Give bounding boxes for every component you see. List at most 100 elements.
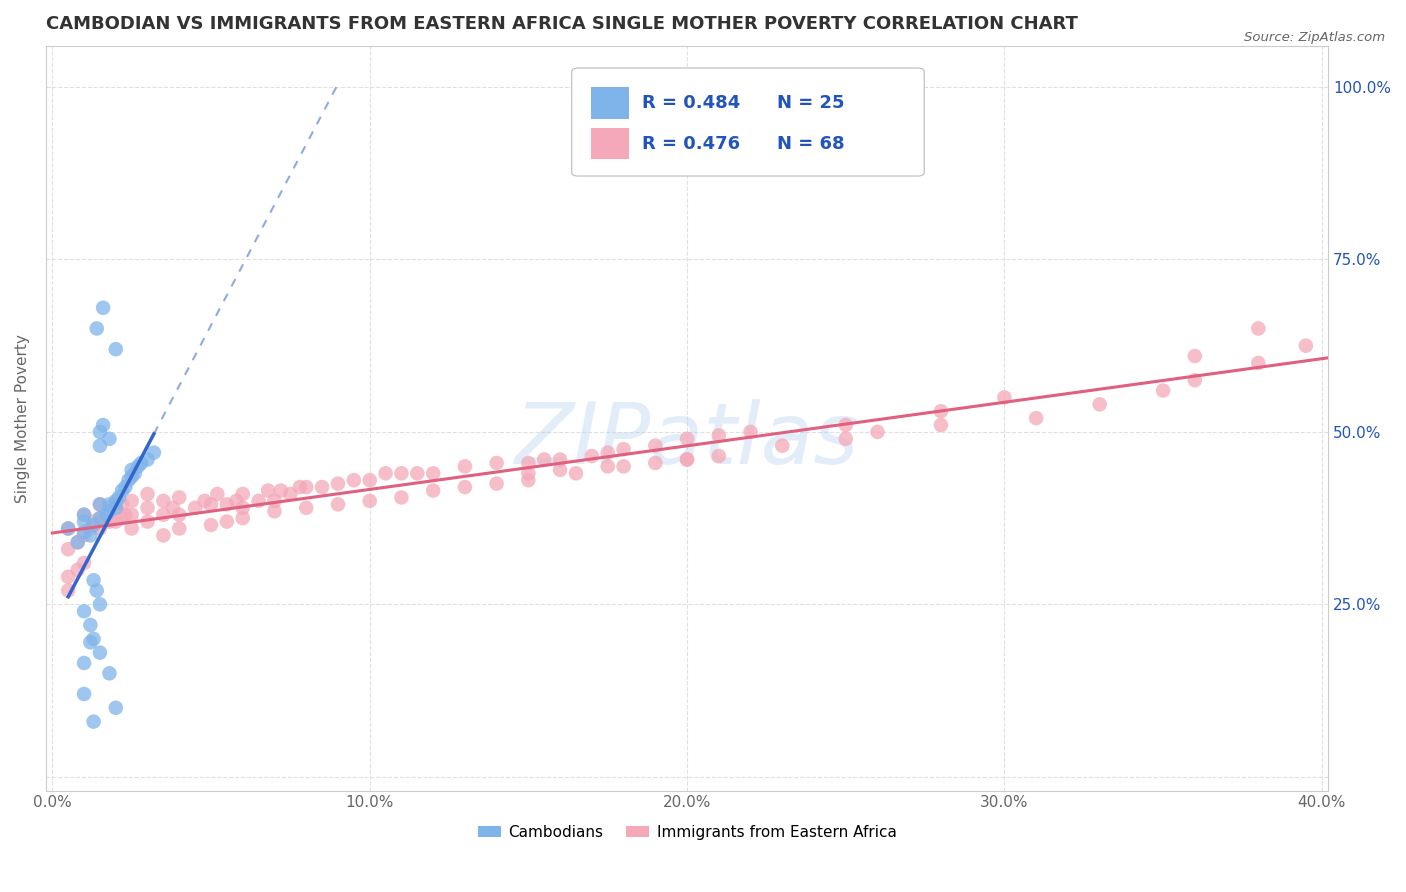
- Point: [56, 521, 79, 535]
- Point: [596, 459, 619, 474]
- Point: [89, 598, 111, 612]
- Point: [169, 521, 191, 535]
- Point: [104, 497, 127, 511]
- Text: ZIPatlas: ZIPatlas: [515, 399, 859, 482]
- Point: [707, 428, 730, 442]
- Point: [104, 500, 127, 515]
- Point: [215, 515, 238, 529]
- Point: [517, 467, 540, 481]
- Point: [136, 515, 159, 529]
- Point: [326, 476, 349, 491]
- Point: [162, 500, 184, 515]
- Point: [770, 439, 793, 453]
- Point: [98, 497, 121, 511]
- Point: [406, 467, 429, 481]
- Point: [613, 459, 636, 474]
- Point: [263, 494, 285, 508]
- Point: [835, 417, 858, 432]
- Point: [79, 618, 101, 632]
- Point: [121, 494, 143, 508]
- Point: [91, 301, 114, 315]
- Text: CAMBODIAN VS IMMIGRANTS FROM EASTERN AFRICA SINGLE MOTHER POVERTY CORRELATION CH: CAMBODIAN VS IMMIGRANTS FROM EASTERN AFR…: [46, 15, 1078, 33]
- Point: [422, 467, 444, 481]
- Point: [1184, 373, 1206, 387]
- Point: [374, 467, 396, 481]
- Text: R = 0.476: R = 0.476: [643, 135, 741, 153]
- Point: [66, 535, 89, 549]
- Point: [707, 449, 730, 463]
- Point: [56, 542, 79, 557]
- Point: [422, 483, 444, 498]
- Point: [866, 425, 889, 439]
- Point: [232, 511, 254, 525]
- Point: [644, 439, 666, 453]
- Point: [73, 524, 96, 539]
- Point: [676, 432, 699, 446]
- Point: [89, 497, 111, 511]
- Point: [184, 500, 207, 515]
- Point: [485, 456, 508, 470]
- Text: R = 0.484: R = 0.484: [643, 94, 741, 112]
- Point: [129, 456, 152, 470]
- Bar: [591, 87, 630, 119]
- Point: [152, 528, 174, 542]
- Point: [104, 701, 127, 715]
- Point: [232, 487, 254, 501]
- Point: [200, 497, 222, 511]
- Point: [98, 515, 121, 529]
- Point: [89, 521, 111, 535]
- Point: [517, 456, 540, 470]
- Point: [117, 473, 139, 487]
- Point: [613, 442, 636, 457]
- Point: [56, 521, 79, 535]
- Point: [835, 432, 858, 446]
- Point: [152, 494, 174, 508]
- Point: [1295, 339, 1317, 353]
- Point: [215, 497, 238, 511]
- Point: [548, 452, 571, 467]
- Point: [73, 687, 96, 701]
- Point: [73, 656, 96, 670]
- Point: [83, 515, 105, 529]
- Point: [391, 491, 413, 505]
- Point: [96, 508, 118, 522]
- Point: [1247, 321, 1270, 335]
- Point: [485, 476, 508, 491]
- Point: [169, 508, 191, 522]
- Point: [73, 556, 96, 570]
- Point: [104, 515, 127, 529]
- Point: [295, 500, 318, 515]
- Point: [83, 632, 105, 646]
- Point: [56, 570, 79, 584]
- Point: [89, 511, 111, 525]
- Point: [142, 445, 165, 459]
- Point: [121, 469, 143, 483]
- Point: [89, 646, 111, 660]
- Point: [56, 583, 79, 598]
- Point: [111, 497, 134, 511]
- Point: [1247, 356, 1270, 370]
- Point: [391, 467, 413, 481]
- Point: [73, 515, 96, 529]
- Point: [73, 528, 96, 542]
- Point: [225, 494, 247, 508]
- Point: [121, 521, 143, 535]
- Point: [1088, 397, 1111, 411]
- Point: [740, 425, 762, 439]
- Point: [111, 511, 134, 525]
- Point: [517, 473, 540, 487]
- Point: [89, 425, 111, 439]
- Point: [1184, 349, 1206, 363]
- Point: [91, 417, 114, 432]
- Point: [66, 535, 89, 549]
- Point: [207, 487, 229, 501]
- Point: [73, 508, 96, 522]
- Point: [108, 491, 131, 505]
- Text: N = 25: N = 25: [776, 94, 845, 112]
- Point: [929, 417, 952, 432]
- Point: [73, 508, 96, 522]
- Legend: Cambodians, Immigrants from Eastern Africa: Cambodians, Immigrants from Eastern Afri…: [471, 819, 903, 847]
- Point: [194, 494, 217, 508]
- Point: [66, 563, 89, 577]
- Point: [86, 321, 108, 335]
